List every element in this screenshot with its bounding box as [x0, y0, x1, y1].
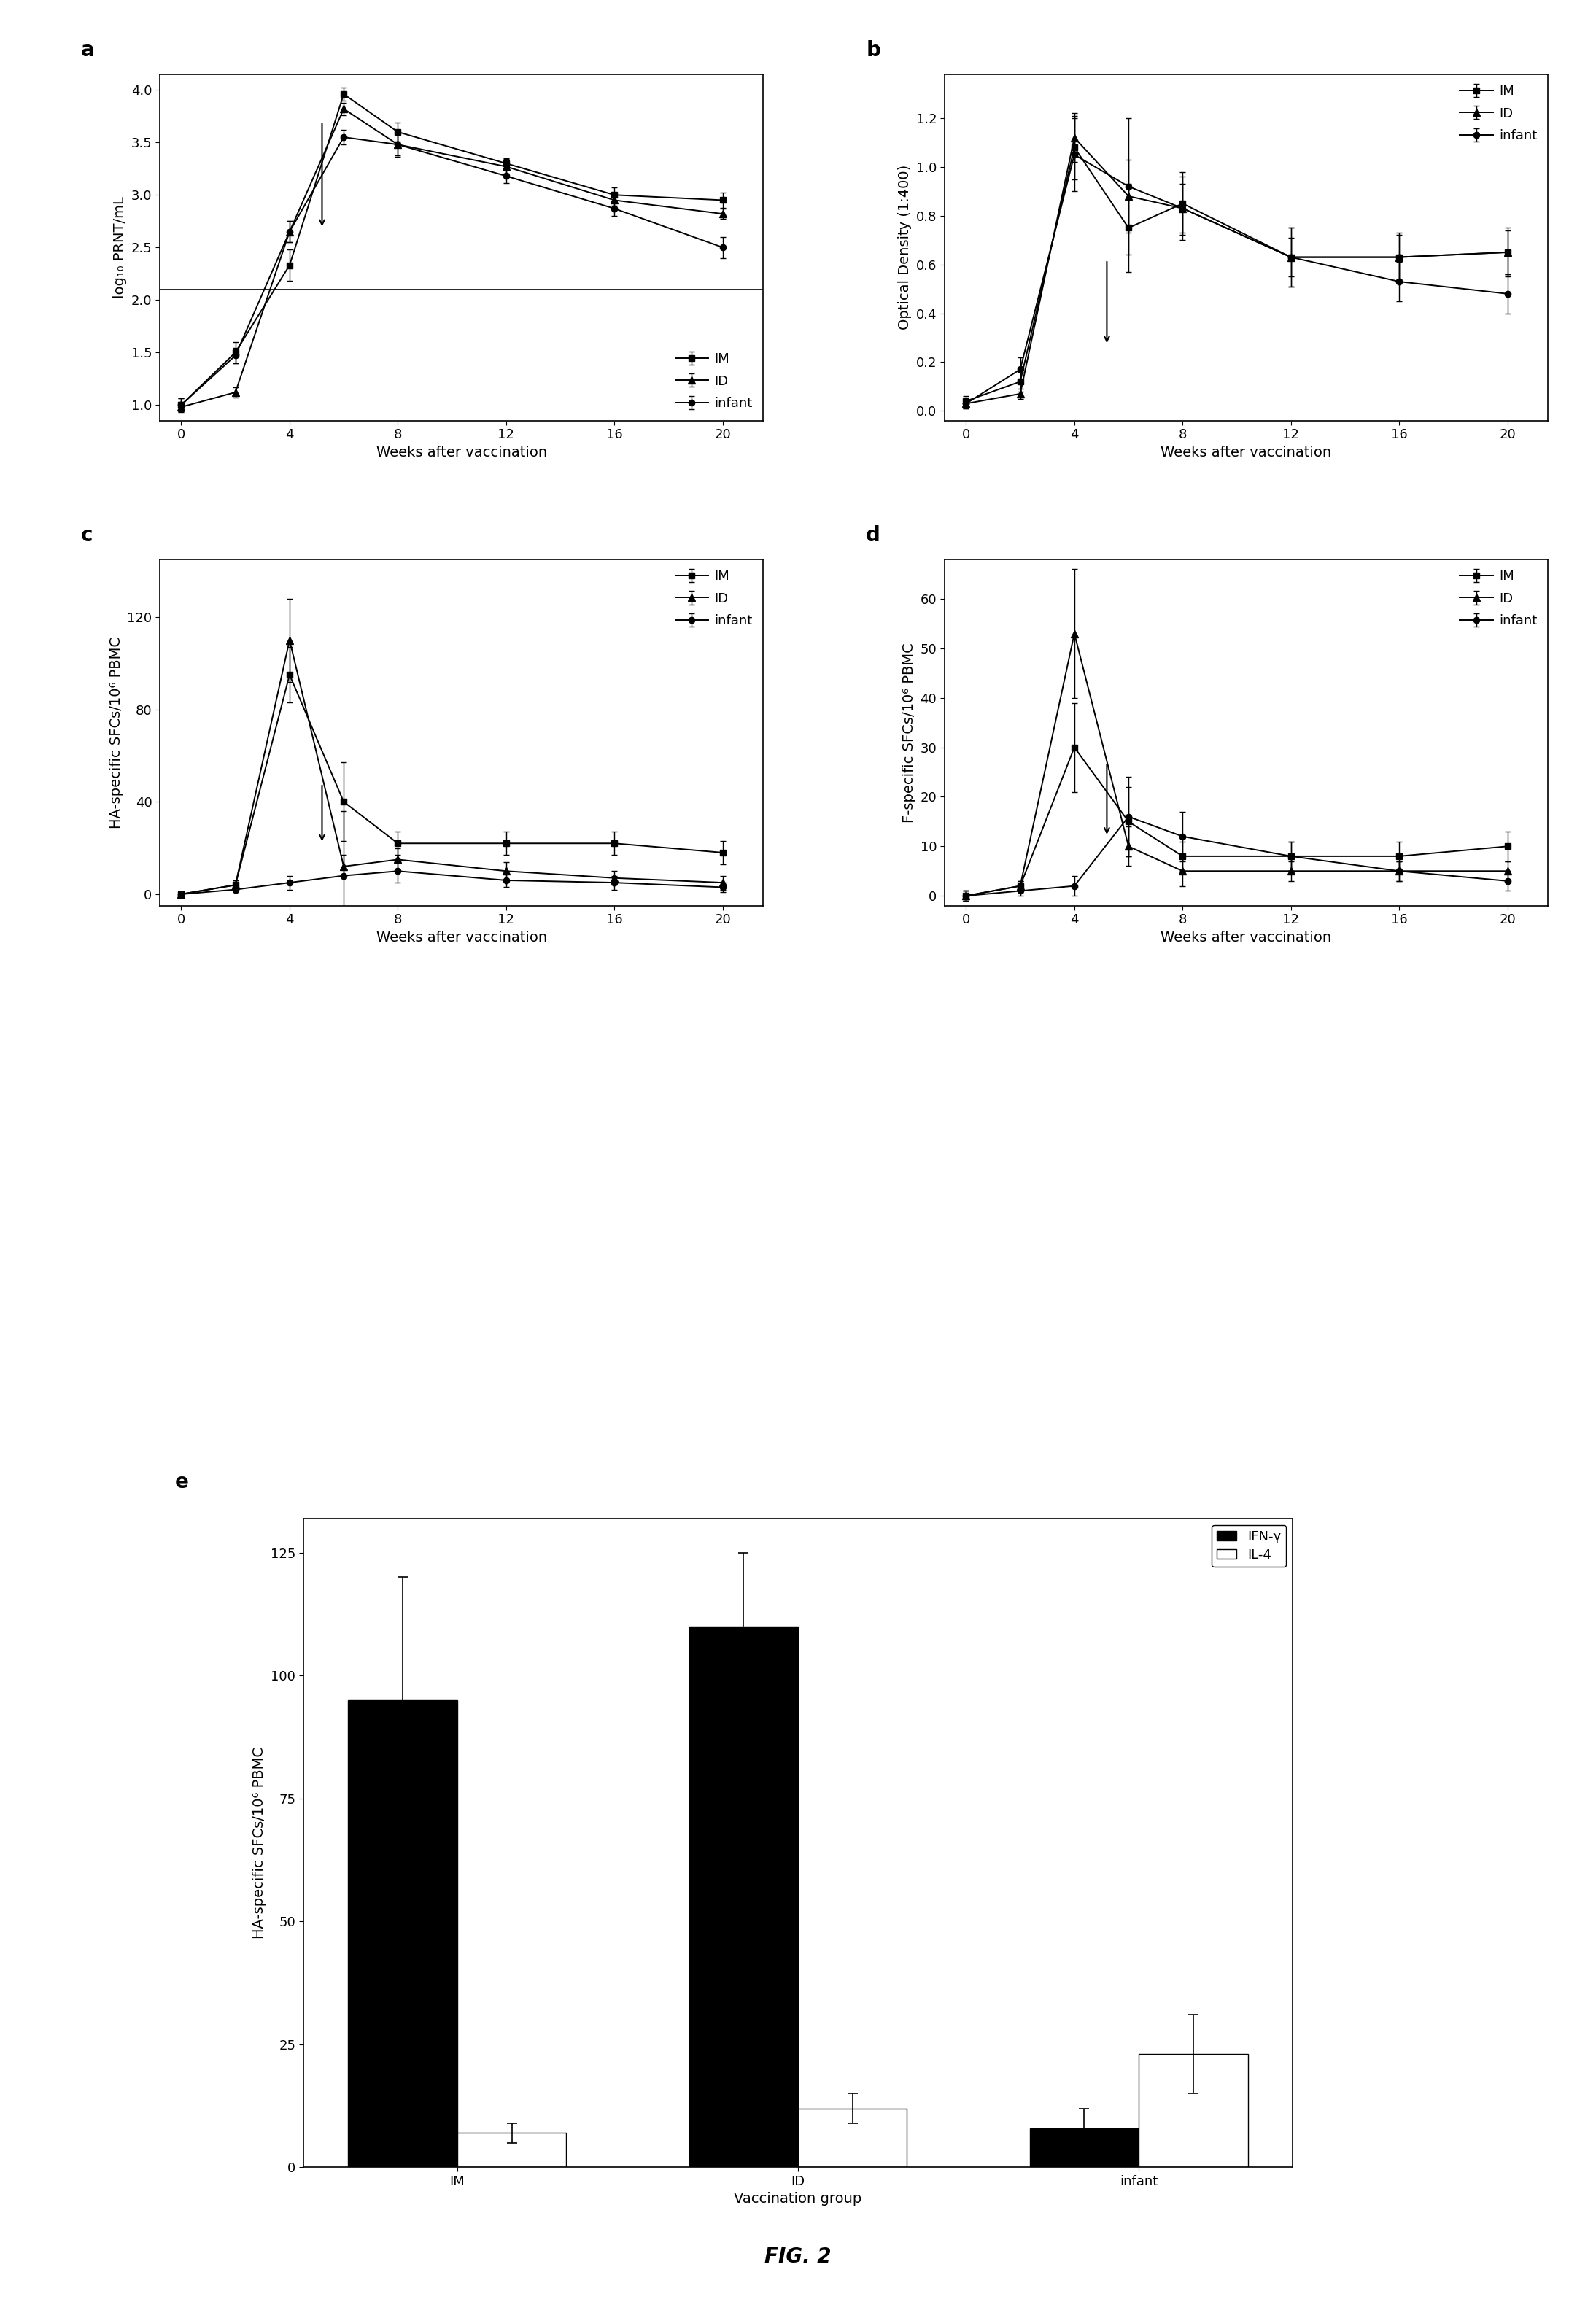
X-axis label: Weeks after vaccination: Weeks after vaccination [377, 445, 547, 459]
Legend: IM, ID, infant: IM, ID, infant [672, 566, 757, 630]
Bar [798, 2109, 907, 2167]
Text: FIG. 2: FIG. 2 [764, 2246, 832, 2267]
Y-axis label: log₁₀ PRNT/mL: log₁₀ PRNT/mL [113, 197, 128, 299]
Text: d: d [867, 524, 881, 545]
Bar [1138, 2054, 1248, 2167]
Legend: IFN-γ, IL-4: IFN-γ, IL-4 [1211, 1525, 1286, 1567]
Text: e: e [174, 1472, 188, 1493]
Y-axis label: F-specific SFCs/10⁶ PBMC: F-specific SFCs/10⁶ PBMC [902, 642, 916, 823]
Legend: IM, ID, infant: IM, ID, infant [1456, 566, 1542, 630]
Text: a: a [81, 39, 94, 60]
Bar [348, 1699, 458, 2167]
X-axis label: Weeks after vaccination: Weeks after vaccination [1160, 445, 1331, 459]
Text: c: c [81, 524, 93, 545]
Text: b: b [867, 39, 881, 60]
X-axis label: Weeks after vaccination: Weeks after vaccination [1160, 930, 1331, 943]
Y-axis label: Optical Density (1:400): Optical Density (1:400) [899, 165, 911, 329]
Legend: IM, ID, infant: IM, ID, infant [1456, 81, 1542, 146]
X-axis label: Weeks after vaccination: Weeks after vaccination [377, 930, 547, 943]
Y-axis label: HA-specific SFCs/10⁶ PBMC: HA-specific SFCs/10⁶ PBMC [109, 637, 123, 828]
Y-axis label: HA-specific SFCs/10⁶ PBMC: HA-specific SFCs/10⁶ PBMC [252, 1748, 267, 1938]
Bar [458, 2133, 567, 2167]
X-axis label: Vaccination group: Vaccination group [734, 2193, 862, 2207]
Bar [1029, 2128, 1138, 2167]
Bar [689, 1627, 798, 2167]
Legend: IM, ID, infant: IM, ID, infant [672, 348, 757, 415]
